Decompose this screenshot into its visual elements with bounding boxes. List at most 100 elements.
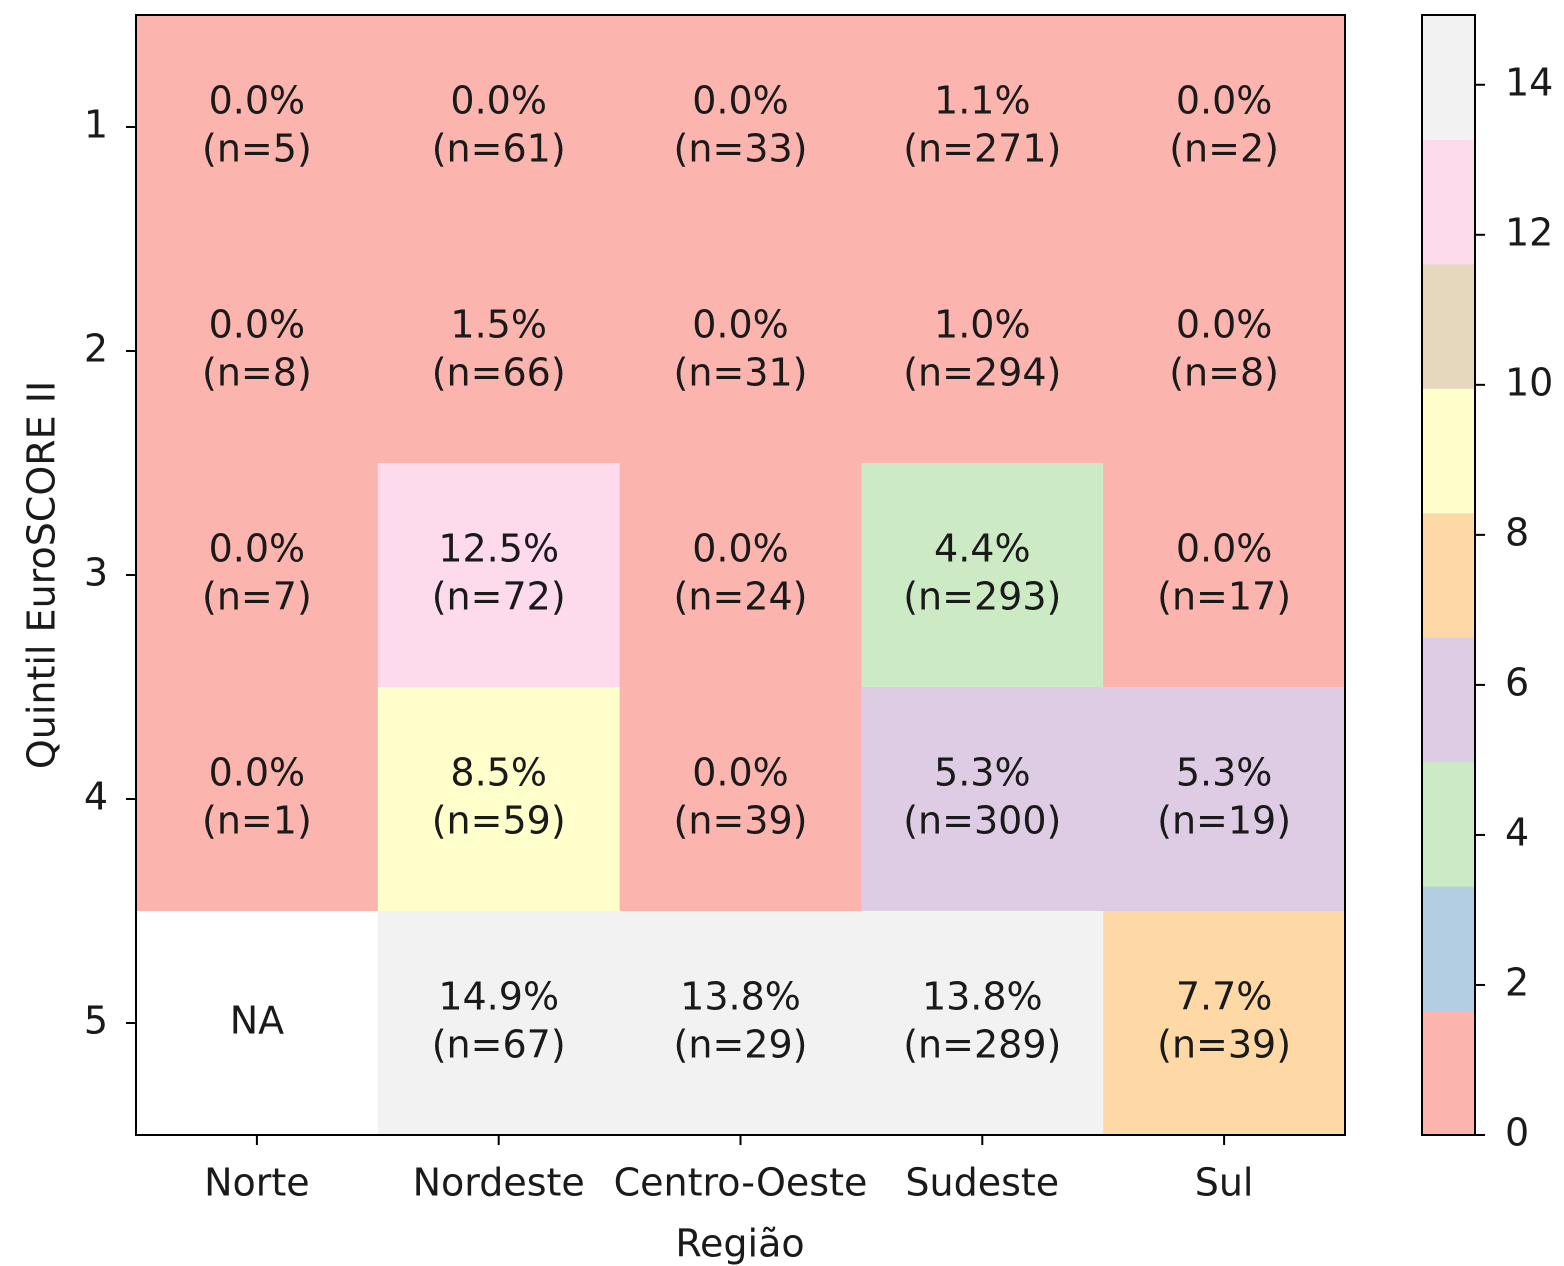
- cell-value-label: 1.1%: [934, 79, 1031, 123]
- cell-count-label: (n=29): [674, 1023, 808, 1067]
- colorbar-tick-label: 14: [1505, 60, 1553, 104]
- cell-count-label: (n=1): [202, 799, 312, 843]
- colorbar-band: [1422, 512, 1475, 638]
- heatmap-cell: [861, 463, 1104, 688]
- colorbar-tick-label: 10: [1505, 360, 1553, 404]
- colorbar-band: [1422, 637, 1475, 763]
- heatmap-cell: [136, 911, 379, 1136]
- cell-value-label: 0.0%: [1176, 303, 1273, 347]
- cell-count-label: (n=19): [1157, 799, 1291, 843]
- cell-count-label: (n=300): [903, 799, 1061, 843]
- y-axis-label: Quintil EuroSCORE II: [20, 381, 64, 769]
- cell-count-label: (n=39): [1157, 1023, 1291, 1067]
- cell-count-label: (n=2): [1169, 127, 1279, 171]
- colorbar-tick-label: 0: [1505, 1111, 1529, 1155]
- cell-count-label: (n=289): [903, 1023, 1061, 1067]
- cell-count-label: (n=61): [432, 127, 566, 171]
- heatmap-cell: [136, 15, 379, 240]
- cell-count-label: (n=5): [202, 127, 312, 171]
- cell-value-label: 14.9%: [438, 975, 559, 1019]
- colorbar-tick-label: 8: [1505, 510, 1529, 554]
- cell-count-label: (n=33): [674, 127, 808, 171]
- cell-count-label: (n=72): [432, 575, 566, 619]
- heatmap-cell: [1103, 911, 1346, 1136]
- heatmap-cell: [377, 911, 621, 1136]
- cell-value-label: 13.8%: [680, 975, 801, 1019]
- colorbar-tick-label: 6: [1505, 660, 1529, 704]
- heatmap-cell: [377, 239, 621, 464]
- y-tick-label: 2: [84, 327, 108, 371]
- y-tick-label: 4: [84, 775, 108, 819]
- cell-count-label: (n=7): [202, 575, 312, 619]
- y-tick-label: 3: [84, 551, 108, 595]
- heatmap-cell: [861, 687, 1104, 912]
- heatmap-cell: [136, 463, 379, 688]
- cell-count-label: (n=59): [432, 799, 566, 843]
- heatmap-cell: [861, 239, 1104, 464]
- x-tick-label: Centro-Oeste: [614, 1161, 868, 1205]
- cell-value-label: 0.0%: [692, 79, 789, 123]
- cell-count-label: (n=31): [674, 351, 808, 395]
- cell-value-label: 7.7%: [1176, 975, 1273, 1019]
- cell-value-label: 5.3%: [1176, 751, 1273, 795]
- heatmap-cell: [619, 239, 862, 464]
- cell-value-label: 4.4%: [934, 527, 1031, 571]
- y-tick-label: 1: [84, 103, 108, 147]
- cell-value-label: 0.0%: [209, 303, 306, 347]
- heatmap-cell: [136, 687, 379, 912]
- heatmap-cell: [136, 239, 379, 464]
- colorbar-tick-label: 2: [1505, 960, 1529, 1004]
- cell-value-label: 0.0%: [209, 751, 306, 795]
- cell-count-label: (n=8): [1169, 351, 1279, 395]
- heatmap-cell: [861, 15, 1104, 240]
- colorbar-band: [1422, 886, 1475, 1012]
- cell-value-label: 1.5%: [450, 303, 547, 347]
- x-axis-label: Região: [675, 1222, 804, 1266]
- cell-count-label: (n=66): [432, 351, 566, 395]
- heatmap-cell: [377, 687, 621, 912]
- colorbar-band: [1422, 388, 1475, 514]
- cell-count-label: (n=17): [1157, 575, 1291, 619]
- cell-value-label: 1.0%: [934, 303, 1031, 347]
- cell-value-label: 0.0%: [692, 303, 789, 347]
- cell-value-label: 0.0%: [450, 79, 547, 123]
- heatmap-cell: [1103, 15, 1346, 240]
- heatmap-cell: [377, 15, 621, 240]
- heatmap-cell: [1103, 239, 1346, 464]
- cell-value-label: 0.0%: [209, 79, 306, 123]
- heatmap-cell: [861, 911, 1104, 1136]
- cell-count-label: (n=271): [903, 127, 1061, 171]
- colorbar-band: [1422, 15, 1475, 140]
- cell-count-label: (n=293): [903, 575, 1061, 619]
- cell-value-label: 12.5%: [438, 527, 559, 571]
- cell-value-label: 13.8%: [922, 975, 1043, 1019]
- cell-value-label: 0.0%: [209, 527, 306, 571]
- cell-value-label: 5.3%: [934, 751, 1031, 795]
- heatmap-cell: [619, 911, 862, 1136]
- cell-count-label: (n=39): [674, 799, 808, 843]
- colorbar-band: [1422, 1010, 1475, 1136]
- x-tick-label: Sul: [1195, 1161, 1254, 1205]
- heatmap-cell: [619, 15, 862, 240]
- cell-value-label: 8.5%: [450, 751, 547, 795]
- heatmap-cell: [377, 463, 621, 688]
- cell-value-label: 0.0%: [692, 527, 789, 571]
- cell-value-label: 0.0%: [692, 751, 789, 795]
- heatmap-cell: [619, 687, 862, 912]
- cell-value-label: 0.0%: [1176, 527, 1273, 571]
- y-tick-label: 5: [84, 999, 108, 1043]
- heatmap-cell: [619, 463, 862, 688]
- x-tick-label: Sudeste: [905, 1161, 1059, 1205]
- colorbar-band: [1422, 761, 1475, 887]
- cell-value-label: 0.0%: [1176, 79, 1273, 123]
- colorbar-frame: [1421, 14, 1476, 1136]
- colorbar-band: [1422, 263, 1475, 389]
- cell-count-label: (n=24): [674, 575, 808, 619]
- cell-count-label: (n=8): [202, 351, 312, 395]
- heatmap-cell: [1103, 463, 1346, 688]
- x-tick-label: Norte: [204, 1161, 310, 1205]
- x-tick-label: Nordeste: [413, 1161, 585, 1205]
- heatmap-cell: [1103, 687, 1346, 912]
- colorbar-band: [1422, 139, 1475, 265]
- cell-count-label: (n=67): [432, 1023, 566, 1067]
